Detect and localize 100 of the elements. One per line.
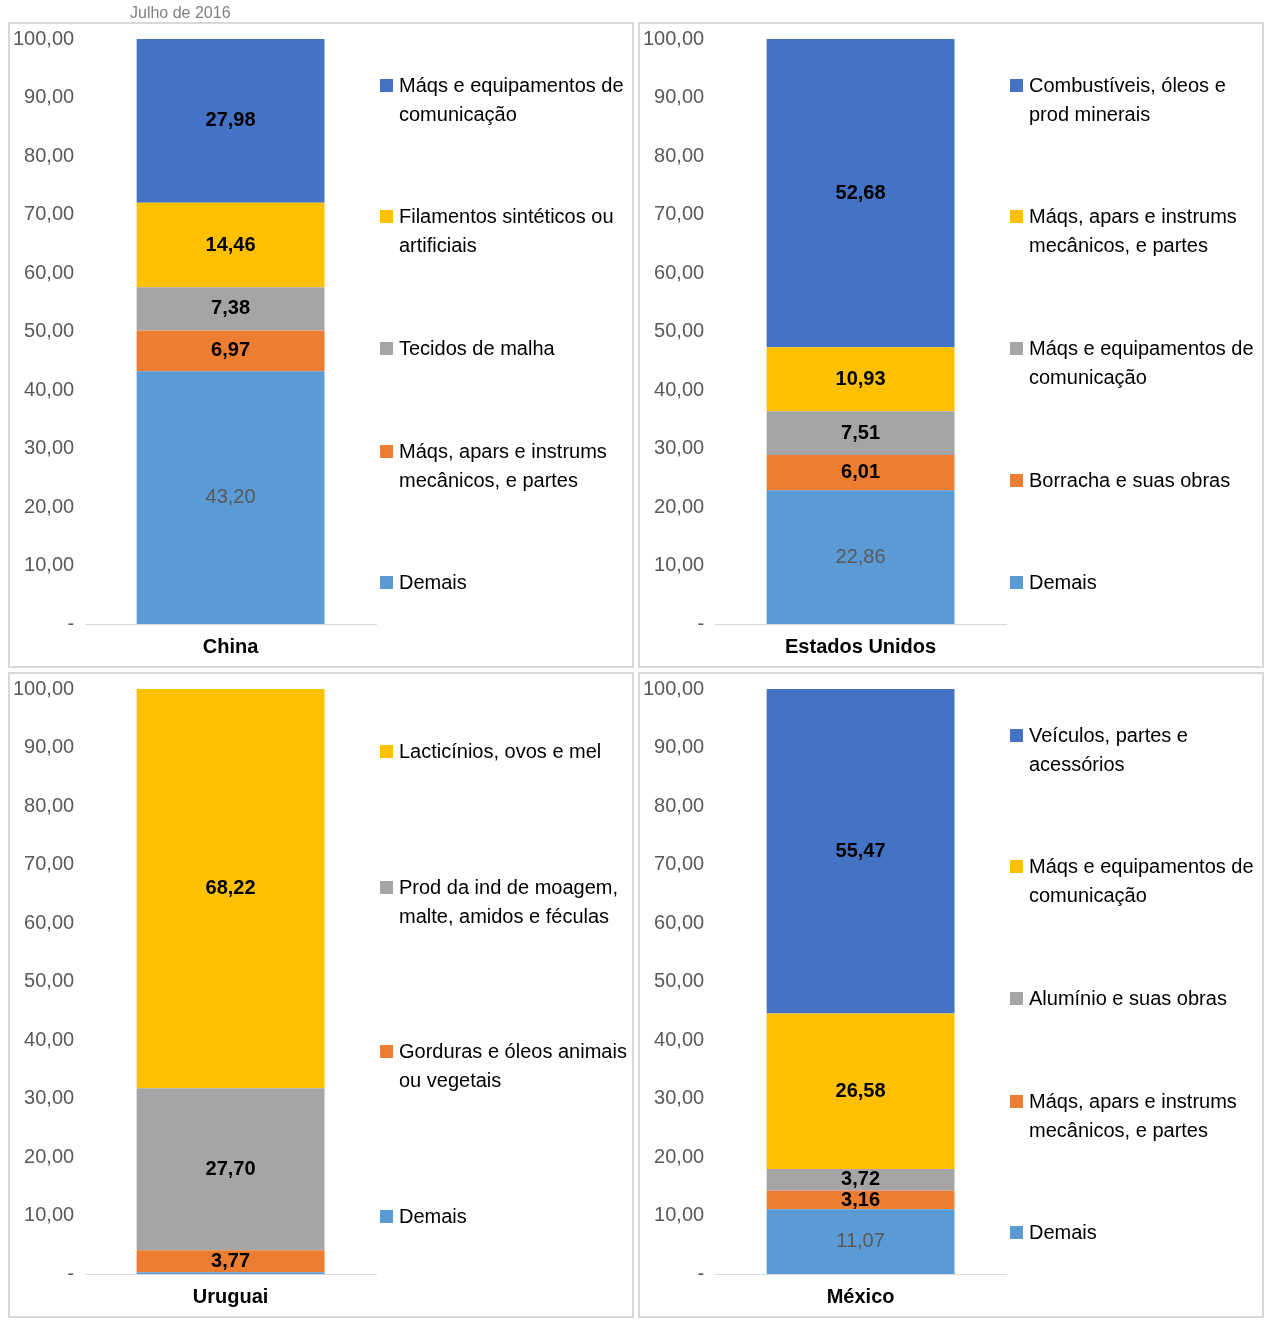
y-tick-label: 90,00 (24, 735, 75, 758)
y-tick-label: 80,00 (654, 143, 705, 166)
legend-label: Gorduras e óleos animais ou vegetais (399, 1039, 628, 1094)
y-tick-label: 40,00 (24, 1027, 75, 1050)
x-tick-label: México (826, 1284, 895, 1307)
legend-label: Prod da ind de moagem, malte, amidos e féculas (399, 874, 620, 929)
data-label: 7,51 (841, 420, 881, 443)
data-label: 52,68 (835, 180, 886, 203)
bar (766, 490, 955, 624)
y-tick-label: 80,00 (24, 143, 75, 166)
bar (136, 689, 325, 1089)
legend-label: Veículos, partes e acessórios (1029, 722, 1189, 777)
y-tick-label: 80,00 (24, 793, 75, 816)
y-tick-label: 50,00 (24, 319, 75, 342)
y-tick-label: 50,00 (654, 969, 705, 992)
legend-label: Máqs, apars e instrums mecânicos, e partes (399, 438, 608, 493)
x-tick-label: China (202, 634, 260, 657)
legend-label: Demais (399, 1203, 467, 1229)
legend-label: Demais (1029, 570, 1097, 596)
y-tick-label: 100,00 (643, 676, 705, 699)
data-label: 14,46 (205, 232, 256, 255)
data-label: 11,07 (836, 1229, 885, 1252)
legend-label: Máqs, apars e instrums mecânicos, e partes (1029, 204, 1238, 259)
y-tick-label: 10,00 (654, 1203, 705, 1226)
data-label: 6,97 (211, 338, 251, 361)
data-label: 6,01 (841, 460, 881, 483)
legend-label: Máqs e equipamentos de comunicação (399, 72, 625, 127)
bar (136, 330, 325, 372)
y-tick-label: 100,00 (13, 26, 75, 49)
legend-label: Demais (399, 570, 467, 596)
data-label: 27,98 (205, 108, 256, 131)
y-tick-label: 70,00 (24, 202, 75, 225)
legend-label: Borracha e suas obras (1029, 467, 1231, 493)
bar (766, 1013, 955, 1169)
y-tick-label: 30,00 (654, 436, 705, 459)
y-tick-label: 100,00 (643, 26, 705, 49)
x-tick-label: Uruguai (192, 1284, 269, 1307)
y-tick-label: 70,00 (654, 852, 705, 875)
y-tick-label: - (67, 611, 75, 634)
bar (136, 287, 325, 331)
data-label: 7,38 (211, 296, 251, 319)
legend-label: Demais (1029, 1220, 1097, 1246)
y-tick-label: 50,00 (24, 969, 75, 992)
y-tick-label: 30,00 (24, 1086, 75, 1109)
y-tick-label: 90,00 (654, 85, 705, 108)
bar (766, 39, 955, 348)
y-tick-label: - (697, 611, 705, 634)
bar (136, 1088, 325, 1251)
data-label: 3,16 (841, 1187, 881, 1210)
y-tick-label: 100,00 (13, 676, 75, 699)
data-label: 10,93 (835, 366, 886, 389)
data-label: 3,77 (211, 1248, 251, 1271)
y-tick-label: 70,00 (654, 202, 705, 225)
legend-label: Máqs, apars e instrums mecânicos, e partes (1029, 1088, 1238, 1143)
y-tick-label: 20,00 (24, 1144, 75, 1167)
data-label: 43,20 (205, 485, 256, 508)
bar (136, 1250, 325, 1273)
y-tick-label: 40,00 (654, 377, 705, 400)
bar (136, 371, 325, 624)
bar (766, 411, 955, 456)
y-tick-label: 90,00 (654, 735, 705, 758)
data-label: 22,86 (835, 544, 886, 567)
data-label: 26,58 (835, 1078, 886, 1101)
y-tick-label: 30,00 (24, 436, 75, 459)
data-label: 3,72 (841, 1167, 881, 1190)
y-tick-label: 60,00 (24, 910, 75, 933)
chart-subtitle: Julho de 2016 (130, 4, 231, 22)
bar (136, 39, 325, 203)
legend-label: Combustíveis, óleos e prod minerais (1029, 72, 1227, 127)
y-tick-label: 10,00 (24, 553, 75, 576)
y-tick-label: - (697, 1261, 705, 1284)
bar (766, 689, 955, 1014)
legend-label: Máqs e equipamentos de comunicação (1029, 336, 1255, 390)
y-tick-label: 70,00 (24, 852, 75, 875)
y-tick-label: 40,00 (654, 1027, 705, 1050)
data-label: 55,47 (835, 838, 886, 861)
legend-label: Tecidos de malha (399, 336, 555, 361)
y-tick-label: 20,00 (24, 494, 75, 517)
y-tick-label: 20,00 (654, 1144, 705, 1167)
data-label: 27,70 (205, 1156, 256, 1179)
y-tick-label: 60,00 (24, 260, 75, 283)
bar (136, 202, 325, 288)
bar (766, 347, 955, 412)
y-tick-label: 10,00 (654, 553, 705, 576)
legend-label: Máqs e equipamentos de comunicação (1029, 854, 1255, 909)
legend-label: Lacticínios, ovos e mel (399, 739, 602, 765)
y-tick-label: 60,00 (654, 260, 705, 283)
y-tick-label: 20,00 (654, 494, 705, 517)
y-tick-label: - (67, 1261, 75, 1284)
y-tick-label: 30,00 (654, 1086, 705, 1109)
y-tick-label: 80,00 (654, 793, 705, 816)
y-tick-label: 40,00 (24, 377, 75, 400)
legend-label: Alumínio e suas obras (1029, 986, 1227, 1011)
bar (766, 1168, 955, 1191)
x-tick-label: Estados Unidos (785, 634, 937, 657)
y-tick-label: 10,00 (24, 1203, 75, 1226)
bar (766, 455, 955, 491)
legend-label: Filamentos sintéticos ou artificiais (399, 204, 615, 259)
data-label: 68,22 (205, 876, 256, 899)
y-tick-label: 90,00 (24, 85, 75, 108)
